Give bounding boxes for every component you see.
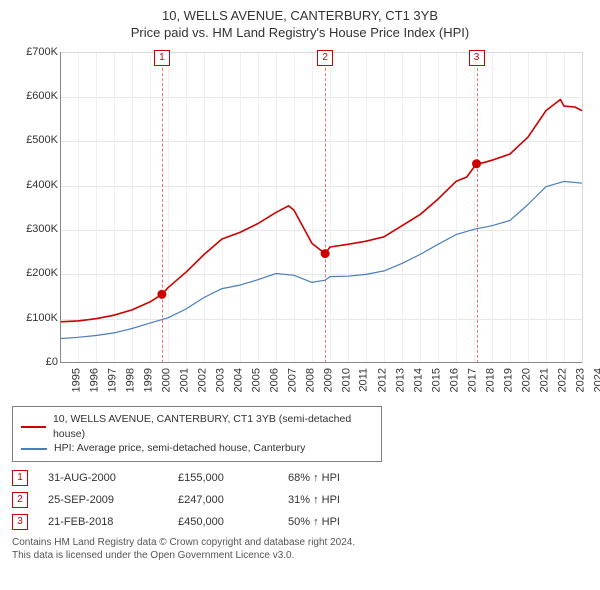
x-tick-label: 2013 <box>394 368 406 392</box>
x-tick-label: 2023 <box>574 368 586 392</box>
x-tick-label: 2016 <box>448 368 460 392</box>
event-row: 1 31-AUG-2000£155,00068% ↑ HPI <box>12 470 588 486</box>
x-tick-label: 2005 <box>250 368 262 392</box>
series-property <box>60 99 582 321</box>
event-date: 31-AUG-2000 <box>48 472 178 484</box>
legend-label: 10, WELLS AVENUE, CANTERBURY, CT1 3YB (s… <box>53 412 373 441</box>
x-tick-label: 1996 <box>88 368 100 392</box>
y-tick-label: £300K <box>12 223 58 235</box>
x-tick-label: 1997 <box>106 368 118 392</box>
y-tick-label: £200K <box>12 267 58 279</box>
sale-marker <box>157 290 166 299</box>
x-tick-label: 2024 <box>592 368 600 392</box>
x-tick-label: 2001 <box>178 368 190 392</box>
x-tick-label: 2022 <box>556 368 568 392</box>
series-hpi <box>60 181 582 338</box>
event-row: 3 21-FEB-2018£450,00050% ↑ HPI <box>12 514 588 530</box>
sale-marker <box>321 249 330 258</box>
y-tick-label: £400K <box>12 179 58 191</box>
x-tick-label: 2003 <box>214 368 226 392</box>
event-number-box: 2 <box>12 492 28 508</box>
x-tick-label: 2008 <box>304 368 316 392</box>
event-price: £450,000 <box>178 516 288 528</box>
event-row: 2 25-SEP-2009£247,00031% ↑ HPI <box>12 492 588 508</box>
x-tick-label: 2021 <box>538 368 550 392</box>
event-pct: 31% ↑ HPI <box>288 494 408 506</box>
chart-area: 123 £0 £100K £200K £300K £400K £500K £600K £700… <box>12 46 588 406</box>
page: 10, WELLS AVENUE, CANTERBURY, CT1 3YB Pr… <box>0 0 600 590</box>
event-price: £247,000 <box>178 494 288 506</box>
x-tick-label: 2014 <box>412 368 424 392</box>
footer-line-1: Contains HM Land Registry data © Crown c… <box>12 536 588 549</box>
y-tick-label: £100K <box>12 312 58 324</box>
legend-row: 10, WELLS AVENUE, CANTERBURY, CT1 3YB (s… <box>21 412 373 441</box>
x-tick-label: 2011 <box>358 368 370 392</box>
x-tick-label: 2020 <box>520 368 532 392</box>
legend-box: 10, WELLS AVENUE, CANTERBURY, CT1 3YB (s… <box>12 406 382 462</box>
event-pct: 68% ↑ HPI <box>288 472 408 484</box>
y-tick-label: £700K <box>12 46 58 58</box>
x-tick-label: 2012 <box>376 368 388 392</box>
event-number-box: 1 <box>12 470 28 486</box>
x-tick-label: 2017 <box>466 368 478 392</box>
legend-label: HPI: Average price, semi-detached house,… <box>54 441 305 456</box>
page-title: 10, WELLS AVENUE, CANTERBURY, CT1 3YB <box>12 8 588 25</box>
y-axis-line <box>60 52 61 362</box>
x-tick-label: 2019 <box>502 368 514 392</box>
x-tick-label: 1999 <box>142 368 154 392</box>
x-tick-label: 2000 <box>160 368 172 392</box>
legend-swatch <box>21 448 47 450</box>
event-price: £155,000 <box>178 472 288 484</box>
page-subtitle: Price paid vs. HM Land Registry's House … <box>12 25 588 40</box>
plot-svg <box>60 53 582 363</box>
x-axis-line <box>60 362 582 363</box>
x-tick-label: 2018 <box>484 368 496 392</box>
footer-line-2: This data is licensed under the Open Gov… <box>12 549 588 562</box>
footer-text: Contains HM Land Registry data © Crown c… <box>12 536 588 562</box>
events-table: 1 31-AUG-2000£155,00068% ↑ HPI 2 25-SEP-200… <box>12 470 588 530</box>
x-tick-label: 2009 <box>322 368 334 392</box>
y-tick-label: £500K <box>12 134 58 146</box>
y-tick-label: £0 <box>12 356 58 368</box>
x-tick-label: 2002 <box>196 368 208 392</box>
x-tick-label: 2010 <box>340 368 352 392</box>
x-tick-label: 2015 <box>430 368 442 392</box>
legend-row: HPI: Average price, semi-detached house,… <box>21 441 373 456</box>
plot-pane: 123 <box>60 52 583 363</box>
x-tick-label: 2004 <box>232 368 244 392</box>
sale-marker <box>472 159 481 168</box>
y-tick-label: £600K <box>12 90 58 102</box>
x-tick-label: 1995 <box>70 368 82 392</box>
event-number-box: 3 <box>12 514 28 530</box>
x-tick-label: 2006 <box>268 368 280 392</box>
event-date: 21-FEB-2018 <box>48 516 178 528</box>
event-date: 25-SEP-2009 <box>48 494 178 506</box>
event-pct: 50% ↑ HPI <box>288 516 408 528</box>
legend-swatch <box>21 426 46 428</box>
x-tick-label: 1998 <box>124 368 136 392</box>
x-tick-label: 2007 <box>286 368 298 392</box>
